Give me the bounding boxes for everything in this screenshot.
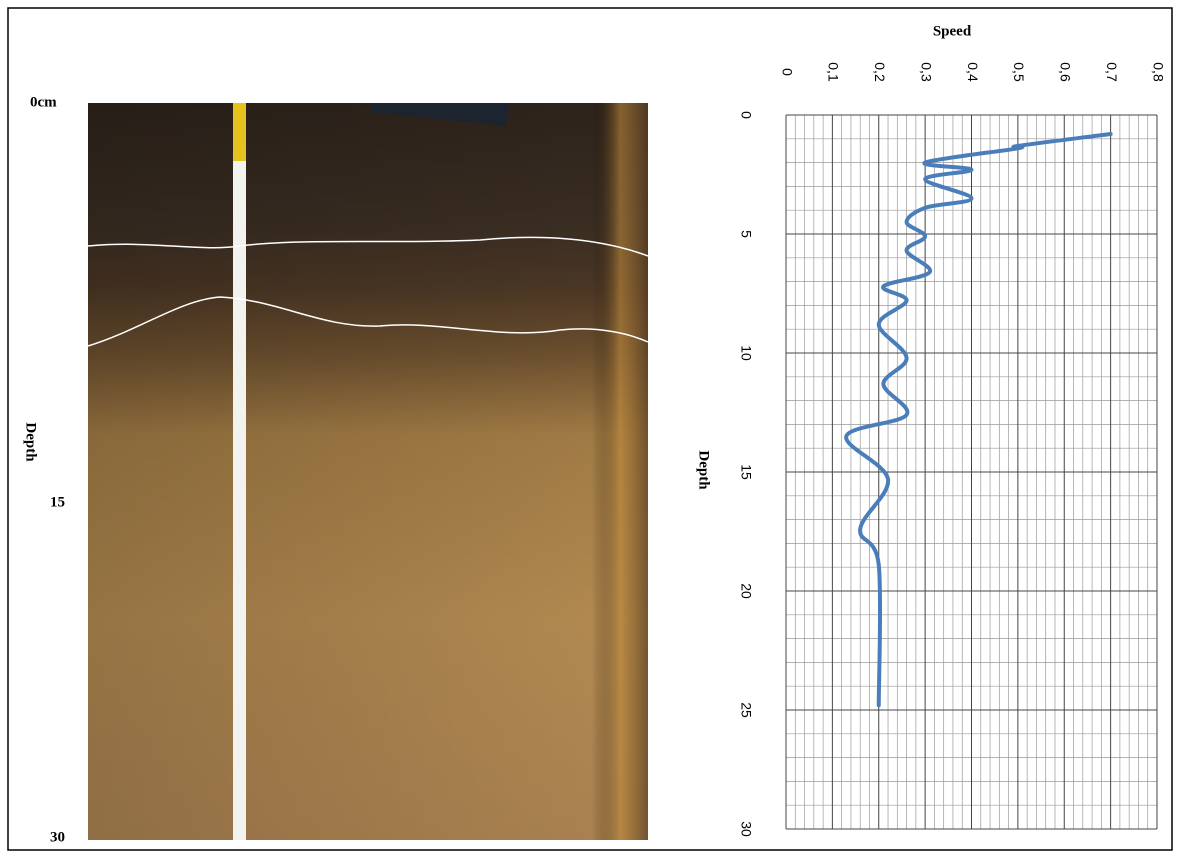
x-tick-label: 0,5 xyxy=(1011,62,1027,82)
soil-photo xyxy=(88,103,648,840)
y-tick-label: 0 xyxy=(738,111,754,119)
y-tick-label: 20 xyxy=(738,583,754,599)
y-axis-title: Depth xyxy=(696,450,712,490)
photo-scale-label: 0cm xyxy=(30,94,57,110)
y-tick-label: 30 xyxy=(738,821,754,837)
y-tick-label: 5 xyxy=(738,230,754,238)
x-tick-label: 0,8 xyxy=(1150,62,1166,82)
y-tick-label: 15 xyxy=(738,464,754,480)
x-tick-label: 0,4 xyxy=(965,62,981,82)
x-tick-label: 0,2 xyxy=(872,62,888,82)
figure: 0cm 15 30 Depth Speed Depth 0 0,1 0,2 0,3 0,… xyxy=(0,0,1180,857)
y-tick-label: 10 xyxy=(738,345,754,361)
photo-scale-label: 30 xyxy=(50,829,65,845)
photo-depth-label: Depth xyxy=(23,422,39,462)
data-line xyxy=(846,134,1110,705)
photo-scale-label: 15 xyxy=(50,494,65,510)
x-tick-label: 0,7 xyxy=(1104,62,1120,82)
x-tick-label: 0 xyxy=(779,68,795,76)
y-tick-label: 25 xyxy=(738,702,754,718)
x-tick-label: 0,6 xyxy=(1058,62,1074,82)
x-tick-label: 0,3 xyxy=(918,62,934,82)
x-axis-title: Speed xyxy=(933,23,972,39)
x-tick-label: 0,1 xyxy=(826,62,842,82)
